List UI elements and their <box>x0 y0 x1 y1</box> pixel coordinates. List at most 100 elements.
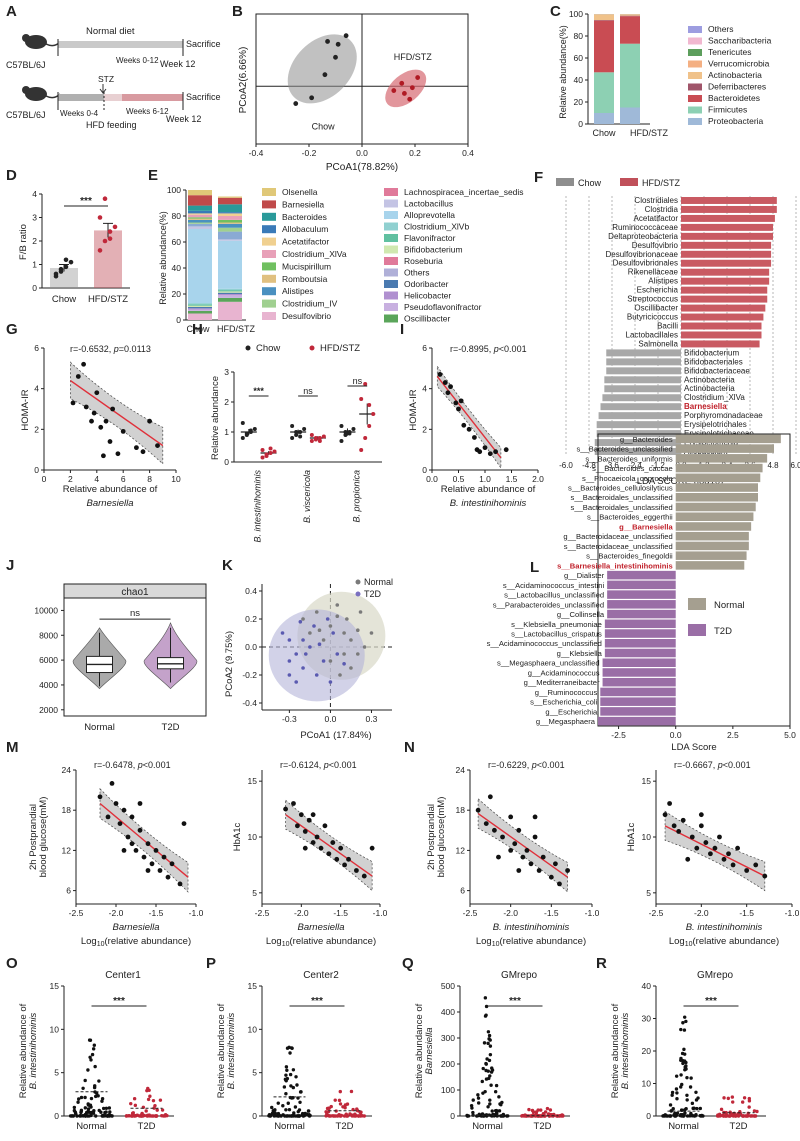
stack-segment <box>218 196 242 198</box>
data-point <box>539 1108 543 1112</box>
data-point <box>104 1106 109 1110</box>
data-point <box>63 257 69 263</box>
data-point <box>442 380 448 385</box>
stack-segment <box>188 218 212 220</box>
lda-bar <box>607 590 676 599</box>
weeks-label: Weeks 0-12 <box>116 56 159 65</box>
hfd-label: HFD/STZ <box>394 52 432 62</box>
legend-label: Odoribacter <box>404 279 449 289</box>
data-point <box>680 1082 684 1087</box>
regression-line <box>69 379 164 447</box>
data-point <box>487 1033 492 1038</box>
y-tick-label: 5 <box>54 1068 59 1078</box>
data-point <box>488 1052 493 1057</box>
hfd-point <box>407 96 413 102</box>
t2d-point <box>321 659 326 663</box>
normal-point <box>308 631 312 635</box>
stack-segment <box>218 227 242 232</box>
significance-label: *** <box>311 996 323 1007</box>
legend-swatch <box>262 287 276 296</box>
category-label: T2D <box>730 1121 748 1132</box>
legend-label: Allobaculum <box>282 224 328 234</box>
x-axis-label: Barnesiella <box>87 498 134 509</box>
data-point <box>671 823 677 829</box>
data-point <box>101 453 106 459</box>
x-tick-label: 0.0 <box>426 474 438 484</box>
t2d-point <box>303 652 308 656</box>
legend-swatch-chow <box>556 178 574 186</box>
data-point <box>685 1098 689 1102</box>
y-axis-label: Relative abundance of <box>216 1003 227 1098</box>
x-tick-label: 4 <box>94 474 99 484</box>
panel-j-violin-chart: chao1 2000 4000 6000 8000 10000 Normal T2D ns <box>34 583 207 733</box>
data-point <box>295 823 300 829</box>
lda-bar-label: g__Mediterraneibacter <box>524 678 600 687</box>
significance-label: ns <box>130 608 140 619</box>
data-point <box>76 1100 80 1104</box>
data-point <box>83 1106 88 1110</box>
panel-letter-h: H <box>192 321 203 338</box>
data-point <box>93 1090 97 1094</box>
y-tick-label: 10 <box>248 832 258 842</box>
data-point <box>730 862 736 868</box>
data-point <box>272 449 277 454</box>
y-tick-label: 0 <box>422 465 427 475</box>
data-point <box>741 1114 746 1118</box>
data-point <box>141 854 147 860</box>
data-point <box>100 1114 104 1118</box>
data-point <box>88 1038 93 1042</box>
data-point <box>496 854 501 860</box>
t2d-point <box>298 620 303 624</box>
data-point <box>755 1109 759 1114</box>
stack-segment <box>218 197 242 205</box>
data-point <box>91 410 97 416</box>
t2d-point <box>325 617 330 621</box>
data-point <box>662 812 668 818</box>
stack-segment <box>594 20 614 21</box>
y-tick-label: 6 <box>422 343 427 353</box>
x-tick-label: -1.5 <box>333 908 348 918</box>
panel-letter-n: N <box>404 739 415 756</box>
data-point <box>310 840 316 845</box>
legend-marker-chow <box>245 345 251 351</box>
data-point <box>298 430 303 434</box>
legend-swatch <box>688 118 702 125</box>
legend-label: Barnesiella <box>282 199 324 209</box>
legend-label: Oscillibacter <box>404 314 450 324</box>
y-axis-label: Relative abundance(%) <box>158 211 168 305</box>
lda-bar-label: s__Bacteroides_uniformis <box>585 454 673 463</box>
data-point <box>470 1106 474 1110</box>
lda-bar <box>607 570 676 580</box>
panel-e-genus-bar-chart: 0 20 40 60 80 100 Chow HFD/STZ Relative abundanc… <box>158 185 524 334</box>
data-point <box>137 827 143 833</box>
data-point <box>359 1110 363 1114</box>
data-point <box>321 434 326 439</box>
data-point <box>302 829 308 834</box>
data-point <box>284 1078 288 1082</box>
panel-letter-p: P <box>206 955 216 972</box>
panel-letter-c: C <box>550 3 561 20</box>
hfd-point <box>402 91 407 96</box>
y-axis-label: HbA1c <box>232 822 243 851</box>
x-tick-label: -2.0 <box>694 908 709 918</box>
x-tick-label: 0 <box>42 474 47 484</box>
x-axis-label: B. intestinihominis <box>450 498 527 509</box>
t2d-point <box>328 680 333 684</box>
data-point <box>484 1004 489 1009</box>
lda-bar <box>600 697 676 706</box>
y-tick-label: -0.2 <box>242 670 257 680</box>
correlation-annotation: r=-0.6229, p<0.001 <box>488 760 565 770</box>
y-tick-label: 0 <box>32 283 37 293</box>
data-point <box>528 1114 533 1118</box>
data-point <box>334 856 340 862</box>
data-point <box>109 781 115 786</box>
data-point <box>148 1094 152 1098</box>
data-point <box>107 439 113 444</box>
lda-bar <box>681 268 770 276</box>
data-point <box>79 1109 83 1114</box>
lda-bar-label: Erysipelotrichales <box>684 420 747 429</box>
data-point <box>682 1028 687 1032</box>
data-point <box>692 1114 697 1118</box>
y-tick-label: 15 <box>248 981 258 991</box>
lda-bar <box>681 313 764 321</box>
